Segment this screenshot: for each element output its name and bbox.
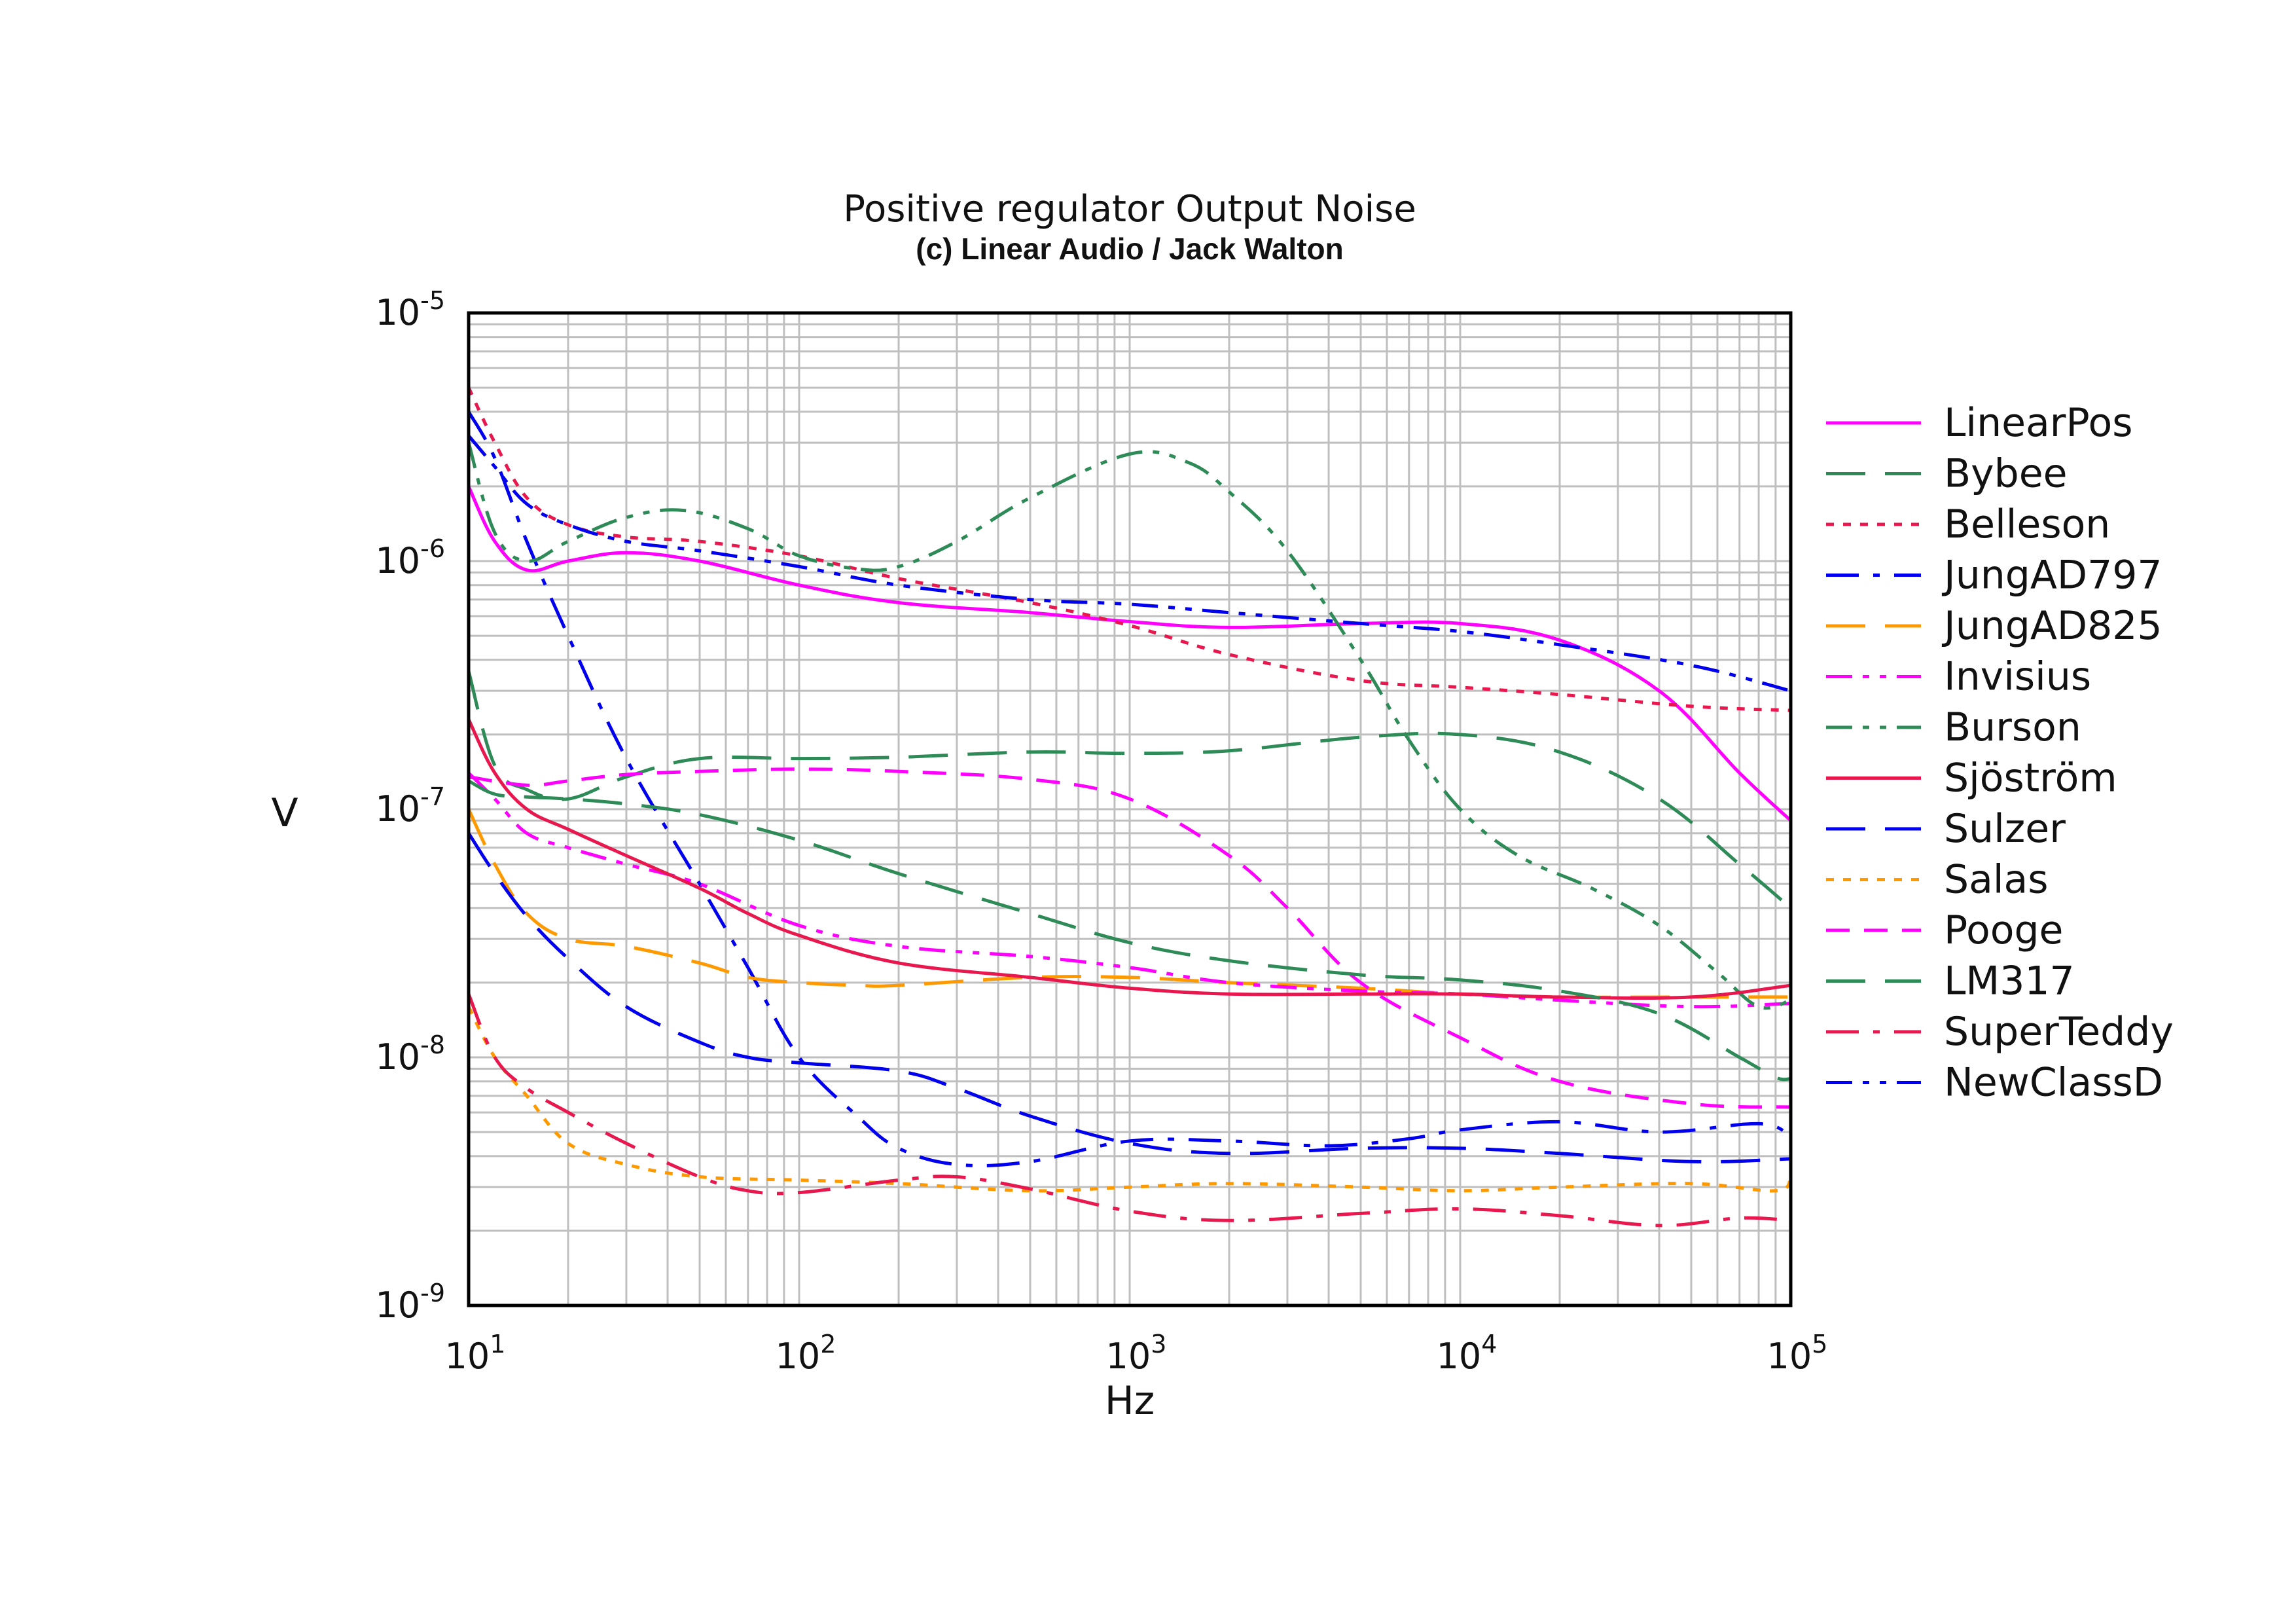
series-line-jungad797 [467, 410, 1792, 1168]
y-tick-labels: 10-9 10-8 10-7 10-6 10-5 [375, 286, 445, 1326]
series-line-newclassd [467, 434, 1791, 693]
x-tick-label: 101 [445, 1330, 506, 1377]
y-tick-label: 10-5 [375, 286, 445, 333]
legend-label-belleson: Belleson [1944, 501, 2110, 547]
series-line-sulzer [467, 832, 1791, 1164]
chart-title: Positive regulator Output Noise [843, 188, 1416, 230]
series-line-sj-str-m [467, 718, 1791, 1000]
y-tick-label: 10-9 [375, 1279, 445, 1326]
legend-label-bybee: Bybee [1944, 451, 2068, 497]
x-tick-label: 105 [1767, 1330, 1828, 1377]
x-tick-label: 102 [776, 1330, 836, 1377]
y-tick-label: 10-8 [375, 1030, 445, 1078]
legend-label-jungad797: JungAD797 [1941, 553, 2162, 598]
series-line-superteddy [467, 993, 1791, 1228]
y-axis-label: V [271, 790, 298, 836]
series-line-invisius [467, 771, 1791, 1009]
x-tick-label: 103 [1106, 1330, 1167, 1377]
legend-label-newclassd: NewClassD [1944, 1060, 2163, 1106]
y-tick-label: 10-6 [375, 534, 445, 581]
series-line-lm317 [467, 779, 1791, 1082]
x-tick-label: 104 [1437, 1330, 1498, 1377]
chart-subtitle: (c) Linear Audio / Jack Walton [916, 232, 1343, 266]
series-layer [467, 387, 1793, 1228]
legend-label-superteddy: SuperTeddy [1944, 1009, 2174, 1055]
legend-label-linearpos: LinearPos [1944, 400, 2133, 446]
legend-label-sj-str-m: Sjöström [1944, 756, 2117, 801]
x-axis-label: Hz [1105, 1378, 1155, 1424]
y-tick-label: 10-7 [375, 782, 445, 830]
series-line-linearpos [467, 485, 1792, 822]
legend-label-sulzer: Sulzer [1944, 806, 2066, 852]
legend-label-jungad825: JungAD825 [1941, 603, 2162, 649]
grid [467, 313, 1791, 1307]
x-tick-labels: 101 102 103 104 105 [445, 1330, 1828, 1377]
legend-label-salas: Salas [1944, 857, 2049, 903]
series-line-bybee [467, 670, 1792, 909]
legend-label-lm317: LM317 [1944, 958, 2075, 1004]
series-line-pooge [468, 767, 1791, 1109]
legend-label-invisius: Invisius [1944, 654, 2091, 700]
plot-frame [467, 311, 1793, 1307]
series-line-burson [467, 442, 1791, 1010]
series-line-belleson [467, 387, 1791, 712]
legend-label-burson: Burson [1944, 704, 2081, 750]
legend-label-pooge: Pooge [1944, 907, 2063, 953]
